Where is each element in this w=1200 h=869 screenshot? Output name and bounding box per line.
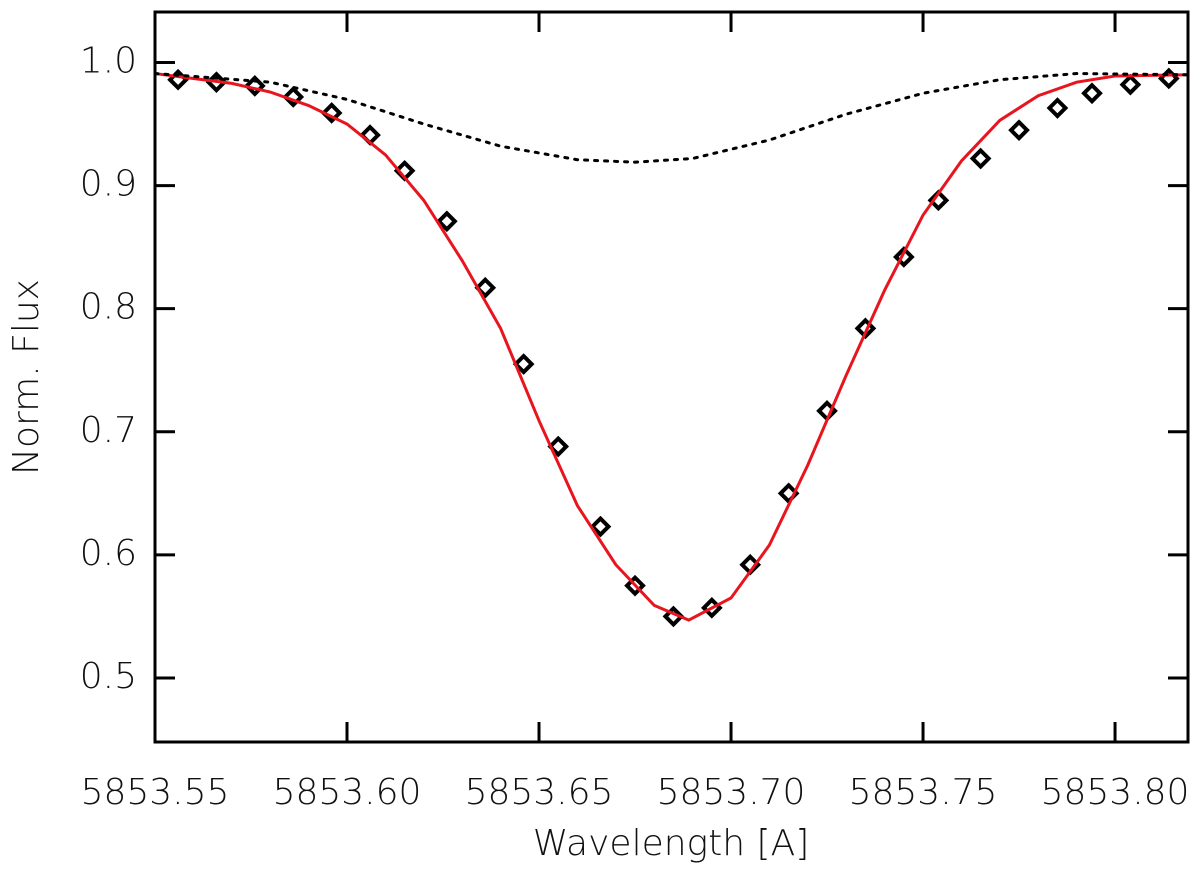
x-tick-label: 5853.55 [81,772,230,813]
plot-frame [153,10,1190,744]
x-axis-title: Wavelength [A] [533,823,809,864]
data-point [1157,67,1180,90]
y-tick-label: 0.9 [80,164,137,205]
x-tick-label: 5853.70 [657,772,806,813]
dotted-line [153,72,1190,164]
y-tick-label: 0.8 [80,287,137,328]
data-point [893,246,915,268]
y-tick-label: 0.7 [80,410,137,451]
data-point [969,147,992,170]
x-tick-label: 5853.75 [849,772,998,813]
data-point [1081,82,1103,105]
data-point [436,210,458,233]
data-point [547,435,570,458]
data-point [927,189,950,212]
data-point [512,353,535,375]
data-point [662,605,685,628]
data-point [1046,97,1069,119]
data-point [1008,119,1030,142]
x-tick-label: 5853.80 [1041,772,1190,813]
x-tick-label: 5853.65 [465,772,614,813]
data-point [244,75,266,97]
model-line [153,72,1190,622]
y-axis-title: Norm. Flux [6,279,47,475]
x-tick-label: 5853.60 [273,772,422,813]
y-tick-label: 0.6 [80,533,137,574]
data-point [589,515,612,538]
y-tick-label: 0.5 [80,656,137,697]
data-point [1119,73,1142,96]
y-tick-label: 1.0 [80,40,137,81]
